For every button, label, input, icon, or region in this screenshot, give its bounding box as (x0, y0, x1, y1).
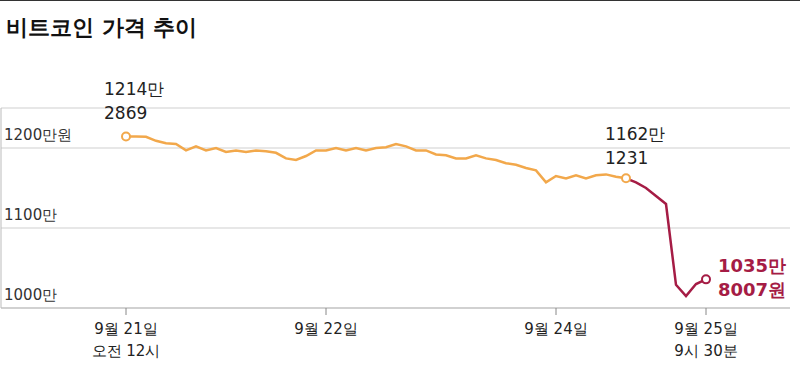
svg-text:9월 22일: 9월 22일 (294, 320, 357, 338)
svg-text:9월 25일9시 30분: 9월 25일9시 30분 (674, 320, 737, 360)
svg-text:1035만8007원: 1035만8007원 (718, 255, 786, 300)
svg-text:1214만2869: 1214만2869 (104, 79, 164, 123)
svg-text:1162만1231: 1162만1231 (605, 124, 665, 168)
svg-text:1100만: 1100만 (4, 206, 57, 224)
svg-text:9월 24일: 9월 24일 (524, 320, 587, 338)
svg-text:1000만: 1000만 (4, 286, 57, 304)
svg-text:1200만원: 1200만원 (4, 126, 72, 144)
svg-text:9월 21일오전 12시: 9월 21일오전 12시 (92, 320, 161, 360)
html-text:비트코인 가격 추이: 비트코인 가격 추이 (6, 15, 198, 40)
